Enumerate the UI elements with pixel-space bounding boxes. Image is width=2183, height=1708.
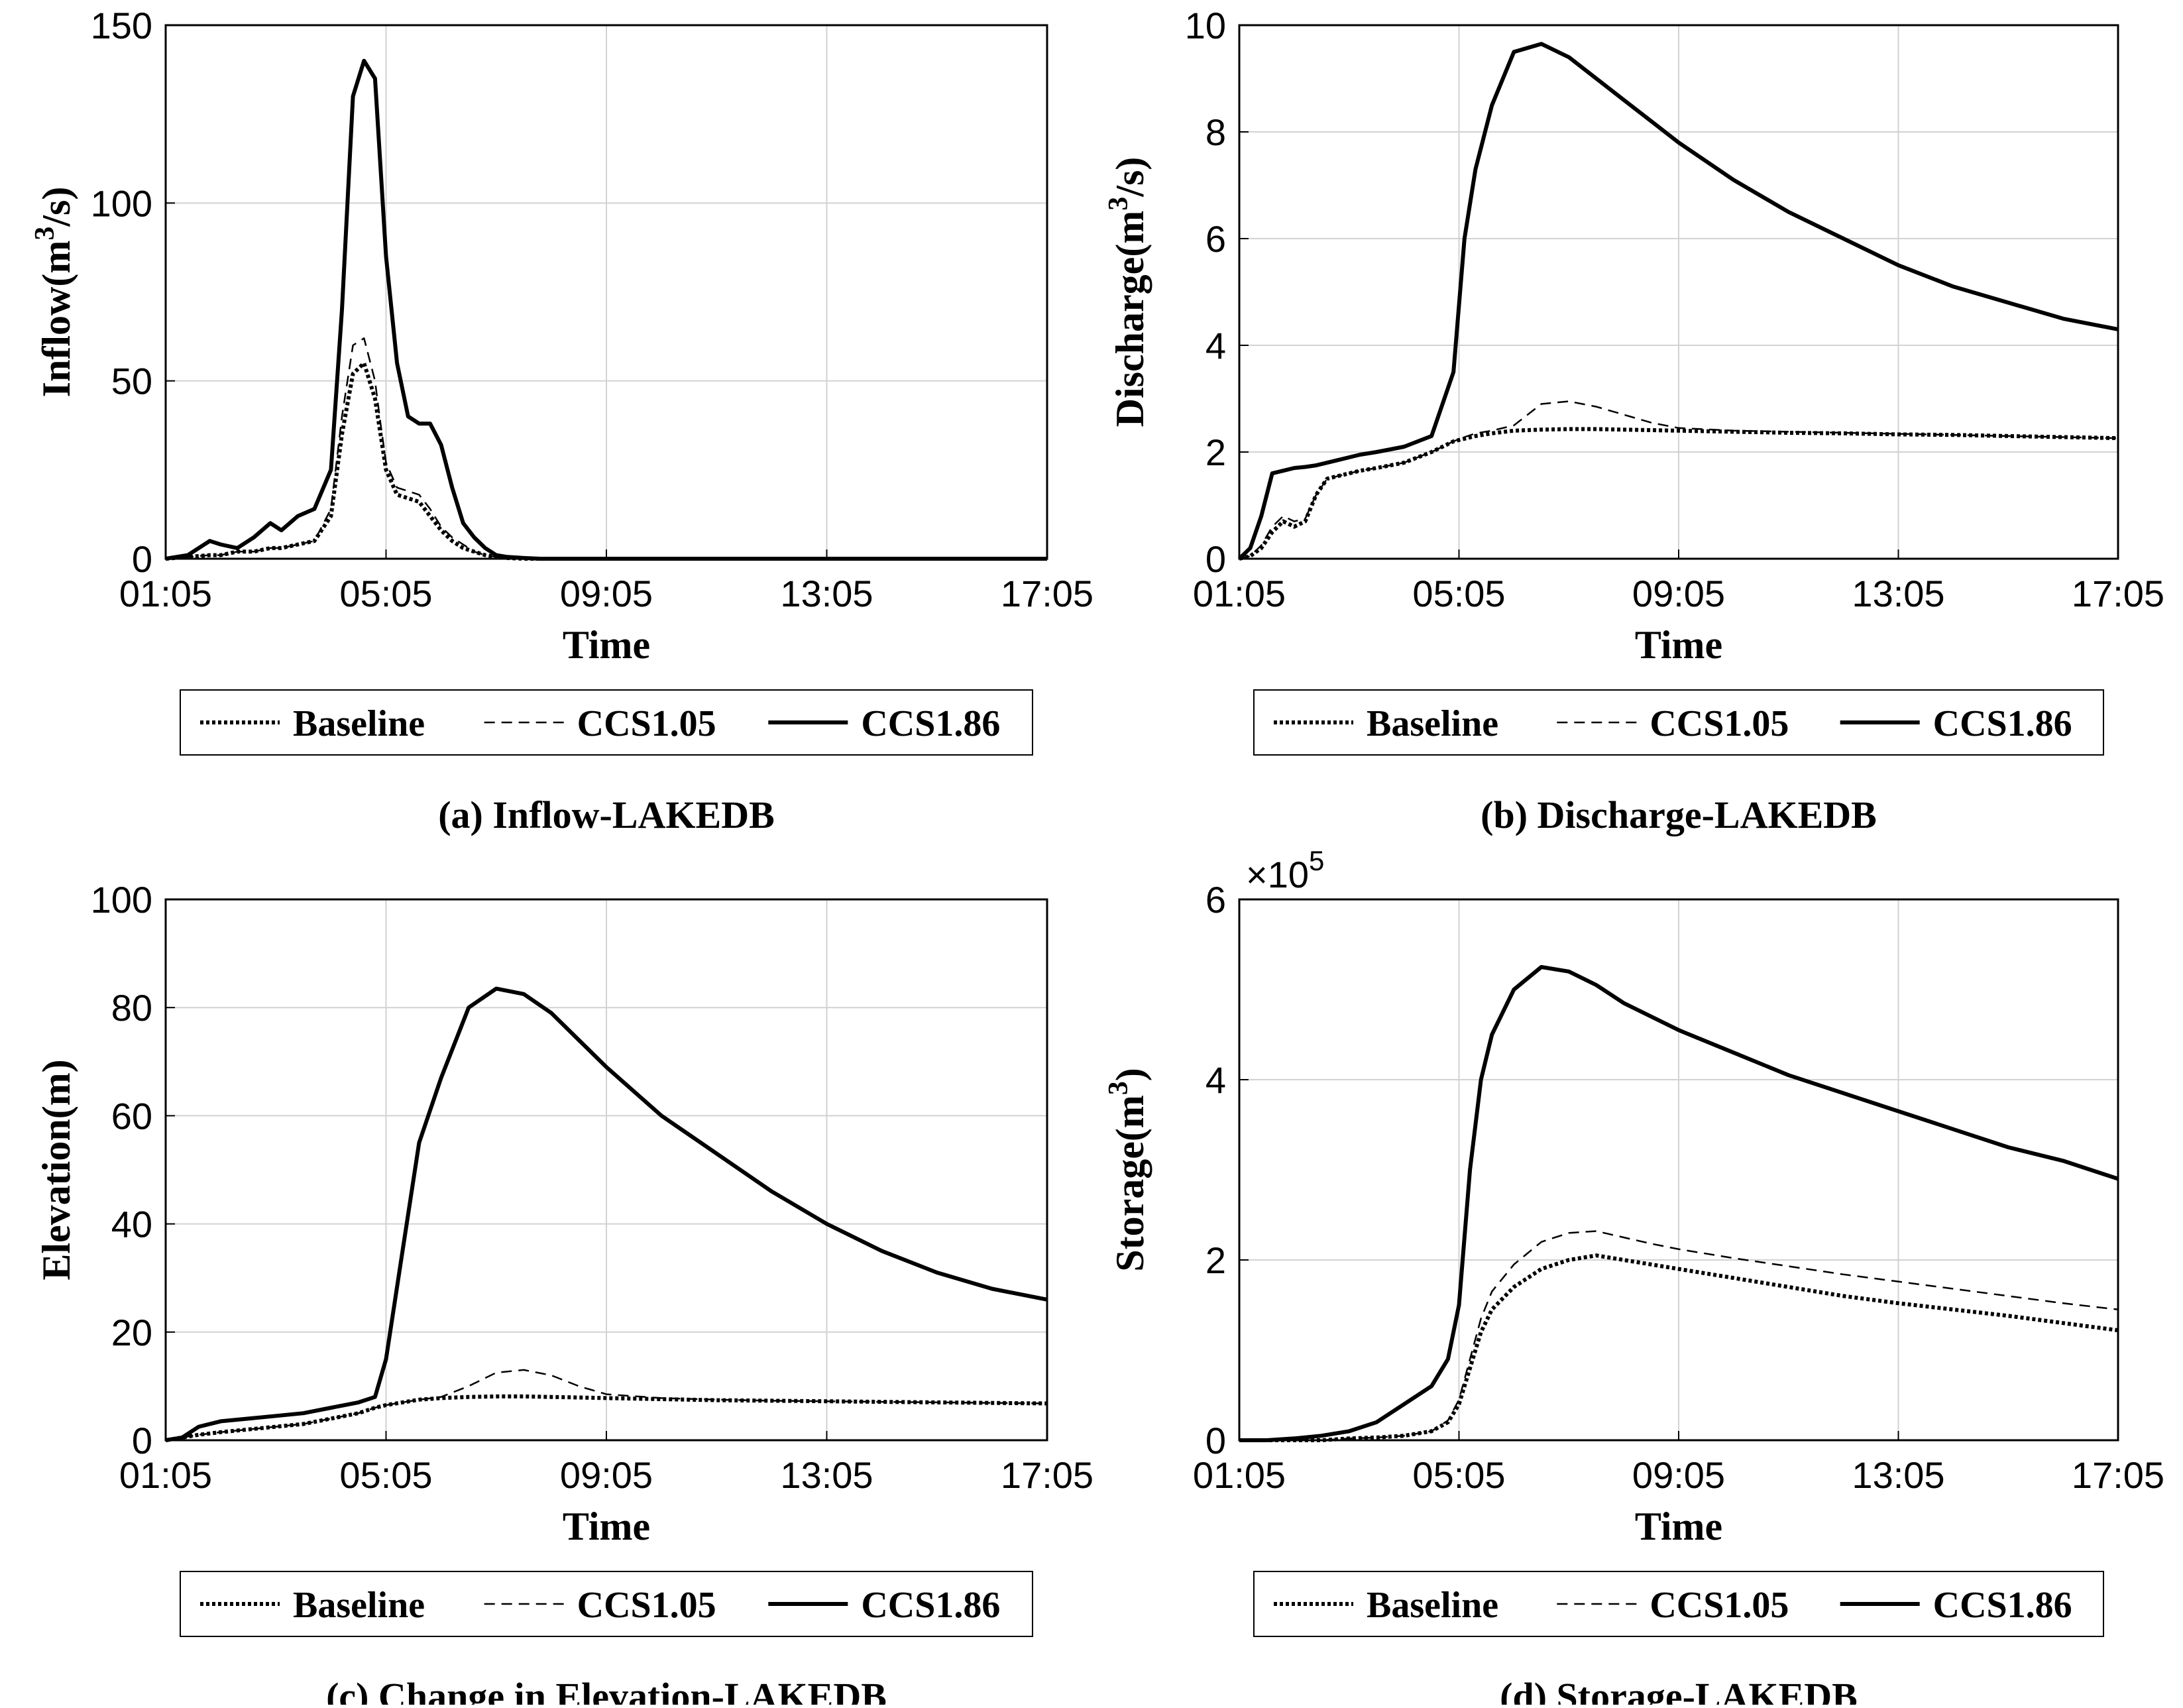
x-tick-label: 17:05 [2072,573,2164,614]
legend-label: CCS1.05 [1650,1585,1789,1626]
y-tick-label: 50 [111,361,152,402]
legend: Baseline CCS1.05 CCS1.86 [180,689,1033,756]
chart-panel-1: 01:05 05:05 09:05 13:05 17:05 0 50 100 150 Time In… [30,5,1093,836]
y-tick-label: 2 [1205,431,1226,473]
legend-label: Baseline [293,703,425,744]
y-tick-label: 10 [1185,5,1226,46]
series-line-ccs1-05 [1239,1230,2119,1442]
x-tick-label: 17:05 [2072,1454,2164,1496]
y-tick-label: 40 [111,1204,152,1245]
legend: Baseline CCS1.05 CCS1.86 [1253,689,2104,756]
x-tick-label: 01:05 [119,573,212,614]
series-line-ccs1-86 [1237,42,2119,561]
chart-panel-4: 01:05 05:05 09:05 13:05 17:05 0 2 4 6 ×105 Time Sto… [1103,845,2164,1708]
legend-label: CCS1.86 [1933,703,2072,744]
axes-frame [164,24,1048,560]
y-tick-label: 20 [111,1312,152,1353]
axes-frame [164,898,1048,1442]
y-tick-label: 0 [132,538,152,580]
x-tick-label: 09:05 [560,573,653,614]
legend-label: CCS1.86 [861,703,1000,744]
x-tick-label: 01:05 [119,1454,212,1496]
x-tick-label: 09:05 [560,1454,653,1496]
x-tick-label: 09:05 [1632,1454,1725,1496]
panel-caption: (b) Discharge-LAKEDB [1481,793,1877,836]
y-tick-label: 6 [1205,879,1226,921]
y-tick-label: 0 [132,1420,152,1461]
legend-frame [1253,1571,2104,1637]
y-axis-label: Elevation(m) [34,1059,78,1280]
chart-panel-3: 01:05 05:05 09:05 13:05 17:05 0 20 40 60 80 100 Tim… [34,879,1093,1708]
y-axis-label: Discharge(m3/s) [1103,157,1152,427]
x-tick-label: 01:05 [1193,1454,1286,1496]
series-line-baseline [165,1394,1048,1442]
axes-frame [1238,898,2119,1442]
panel-caption: (d) Storage-LAKEDB [1500,1675,1858,1705]
legend-frame [180,1571,1033,1637]
series-line-ccs1-86 [165,986,1048,1442]
x-axis-label: Time [1635,623,1722,667]
x-axis-label: Time [563,623,650,667]
x-axis-label: Time [1635,1505,1722,1548]
y-tick-label: 80 [111,987,152,1029]
x-tick-label: 13:05 [780,1454,873,1496]
legend-label: CCS1.05 [577,1585,716,1626]
chart-panel-2: 01:05 05:05 09:05 13:05 17:05 0 2 4 6 8 10 Time Disc… [1103,5,2164,836]
y-tick-label: 2 [1205,1239,1226,1281]
x-tick-label: 17:05 [1001,1454,1093,1496]
panel-caption: (a) Inflow-LAKEDB [438,793,775,836]
y-tick-label: 0 [1205,538,1226,580]
legend-frame [1253,689,2104,756]
y-tick-label: 0 [1205,1420,1226,1461]
y-tick-label: 100 [91,879,152,921]
x-tick-label: 05:05 [1412,573,1505,614]
series-line-ccs1-86 [165,58,1047,561]
x-tick-label: 13:05 [1852,573,1944,614]
y-tick-label: 4 [1205,325,1226,367]
series-line-ccs1-05 [1239,400,2119,560]
legend-label: CCS1.05 [1650,703,1789,744]
legend: Baseline CCS1.05 CCS1.86 [180,1571,1033,1637]
y-tick-label: 150 [91,5,152,46]
y-tick-label: 6 [1205,218,1226,260]
x-axis-label: Time [563,1505,650,1548]
y-tick-label: 100 [91,182,152,224]
y-tick-label: 60 [111,1095,152,1137]
legend-label: Baseline [1367,703,1498,744]
legend-label: CCS1.05 [577,703,716,744]
series-line-ccs1-05 [165,1369,1048,1442]
panel-caption: (c) Change in Elevation-LAKEDB [326,1675,887,1705]
x-tick-label: 13:05 [780,573,873,614]
y-tick-label: 4 [1205,1059,1226,1101]
legend-label: Baseline [1367,1585,1498,1626]
x-tick-label: 05:05 [339,1454,432,1496]
x-tick-label: 09:05 [1632,573,1725,614]
legend: Baseline CCS1.05 CCS1.86 [1253,1571,2104,1637]
legend-frame [180,689,1033,756]
x-tick-label: 01:05 [1193,573,1286,614]
y-axis-label: Storage(m3) [1103,1068,1152,1272]
y-exponent-label: ×105 [1246,845,1324,895]
x-tick-label: 05:05 [1412,1454,1505,1496]
axes-frame [1238,24,2119,560]
legend-label: CCS1.86 [861,1585,1000,1626]
y-tick-label: 8 [1205,111,1226,153]
series-line-ccs1-86 [1239,965,2119,1442]
x-tick-label: 05:05 [339,573,432,614]
legend-label: CCS1.86 [1933,1585,2072,1626]
x-tick-label: 13:05 [1852,1454,1944,1496]
y-axis-label: Inflow(m3/s) [30,187,78,398]
x-tick-label: 17:05 [1001,573,1093,614]
legend-label: Baseline [293,1585,425,1626]
